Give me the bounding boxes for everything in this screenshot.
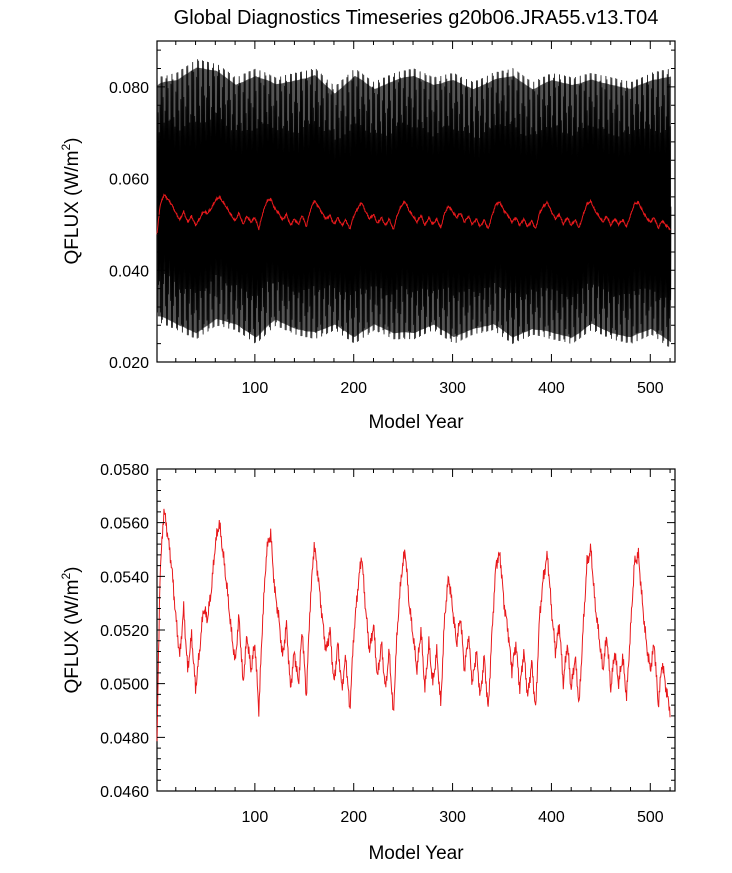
x-tick-label: 500 (637, 380, 664, 397)
y-tick-label: 0.0540 (100, 569, 149, 586)
top-axis-ticks (157, 41, 675, 363)
x-tick-label: 100 (242, 380, 269, 397)
bottom-y-axis-label-main: QFLUX (W/m (62, 580, 83, 694)
top-monthly-line (156, 59, 672, 347)
y-tick-label: 0.060 (109, 172, 149, 189)
top-y-axis-label: QFLUX (W/m2) (59, 137, 83, 264)
top-y-axis-label-main: QFLUX (W/m (62, 151, 83, 265)
top-x-tick-labels: 100 200 300 400 500 (242, 380, 664, 397)
y-tick-label: 0.0560 (100, 516, 149, 533)
x-tick-label: 300 (439, 380, 466, 397)
bottom-plot-frame (156, 468, 676, 792)
top-y-axis-label-suffix: ) (62, 137, 83, 143)
top-y-axis-label-superscript: 2 (59, 144, 73, 151)
top-monthly-series (156, 59, 672, 347)
bottom-y-axis-label-suffix: ) (62, 566, 83, 572)
top-annual-mean-line (156, 193, 671, 235)
bottom-y-axis-label: QFLUX (W/m2) (59, 566, 83, 693)
x-tick-label: 100 (242, 809, 269, 826)
tick-marks (157, 468, 675, 792)
y-tick-label: 0.020 (109, 355, 149, 372)
y-tick-label: 0.0520 (100, 623, 149, 640)
bottom-y-tick-labels: 0.0460 0.0480 0.0500 0.0520 0.0540 0.0560 0.05… (100, 462, 149, 801)
bottom-x-tick-labels: 100 200 300 400 500 (242, 809, 664, 826)
x-tick-label: 200 (340, 809, 367, 826)
y-tick-label: 0.080 (109, 80, 149, 97)
tick-marks (157, 41, 675, 363)
x-tick-label: 500 (637, 809, 664, 826)
y-tick-label: 0.0500 (100, 677, 149, 694)
bottom-annual-mean-line (156, 508, 671, 742)
bottom-y-axis-label-superscript: 2 (59, 573, 73, 580)
bottom-panel: 0.0460 0.0480 0.0500 0.0520 0.0540 0.0560 0.05… (59, 462, 676, 864)
top-panel: 0.020 0.040 0.060 0.080 100 200 300 400 500 Mod… (59, 40, 676, 433)
x-tick-label: 400 (538, 809, 565, 826)
bottom-axis-ticks (157, 468, 675, 792)
top-x-axis-label: Model Year (368, 412, 464, 433)
chart-title: Global Diagnostics Timeseries g20b06.JRA… (174, 7, 659, 29)
x-tick-label: 300 (439, 809, 466, 826)
x-tick-label: 400 (538, 380, 565, 397)
y-tick-label: 0.040 (109, 263, 149, 280)
y-tick-label: 0.0460 (100, 784, 149, 801)
bottom-x-axis-label: Model Year (368, 843, 464, 864)
top-y-tick-labels: 0.020 0.040 0.060 0.080 (109, 80, 149, 372)
y-tick-label: 0.0480 (100, 730, 149, 747)
y-tick-label: 0.0580 (100, 462, 149, 479)
x-tick-label: 200 (340, 380, 367, 397)
